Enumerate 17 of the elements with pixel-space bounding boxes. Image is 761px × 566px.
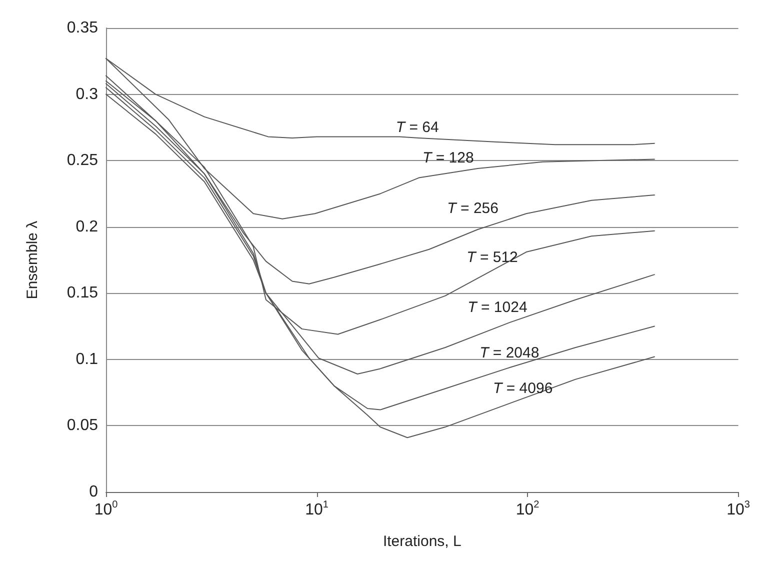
y-tick-label: 0	[89, 484, 98, 500]
series-label: T = 1024	[468, 299, 528, 316]
y-tick-label: 0.3	[76, 86, 98, 103]
series-label: T = 128	[422, 149, 474, 166]
series-label: T = 256	[447, 200, 498, 217]
y-tick-label: 0.35	[66, 20, 98, 36]
x-axis-title: Iterations, L	[382, 533, 462, 550]
y-tick-label: 0.15	[66, 284, 98, 302]
series-label: T = 2048	[480, 344, 540, 362]
y-axis-title: Ensemble λ	[24, 220, 41, 300]
y-tick-label: 0.2	[76, 218, 98, 236]
series-label: T = 64	[396, 118, 439, 136]
y-tick-label: 0.1	[76, 350, 98, 368]
series-label: T = 4096	[493, 380, 553, 398]
y-tick-label: 0.05	[66, 417, 98, 434]
y-tick-label: 0.25	[66, 152, 98, 170]
series-label: T = 512	[466, 248, 518, 266]
